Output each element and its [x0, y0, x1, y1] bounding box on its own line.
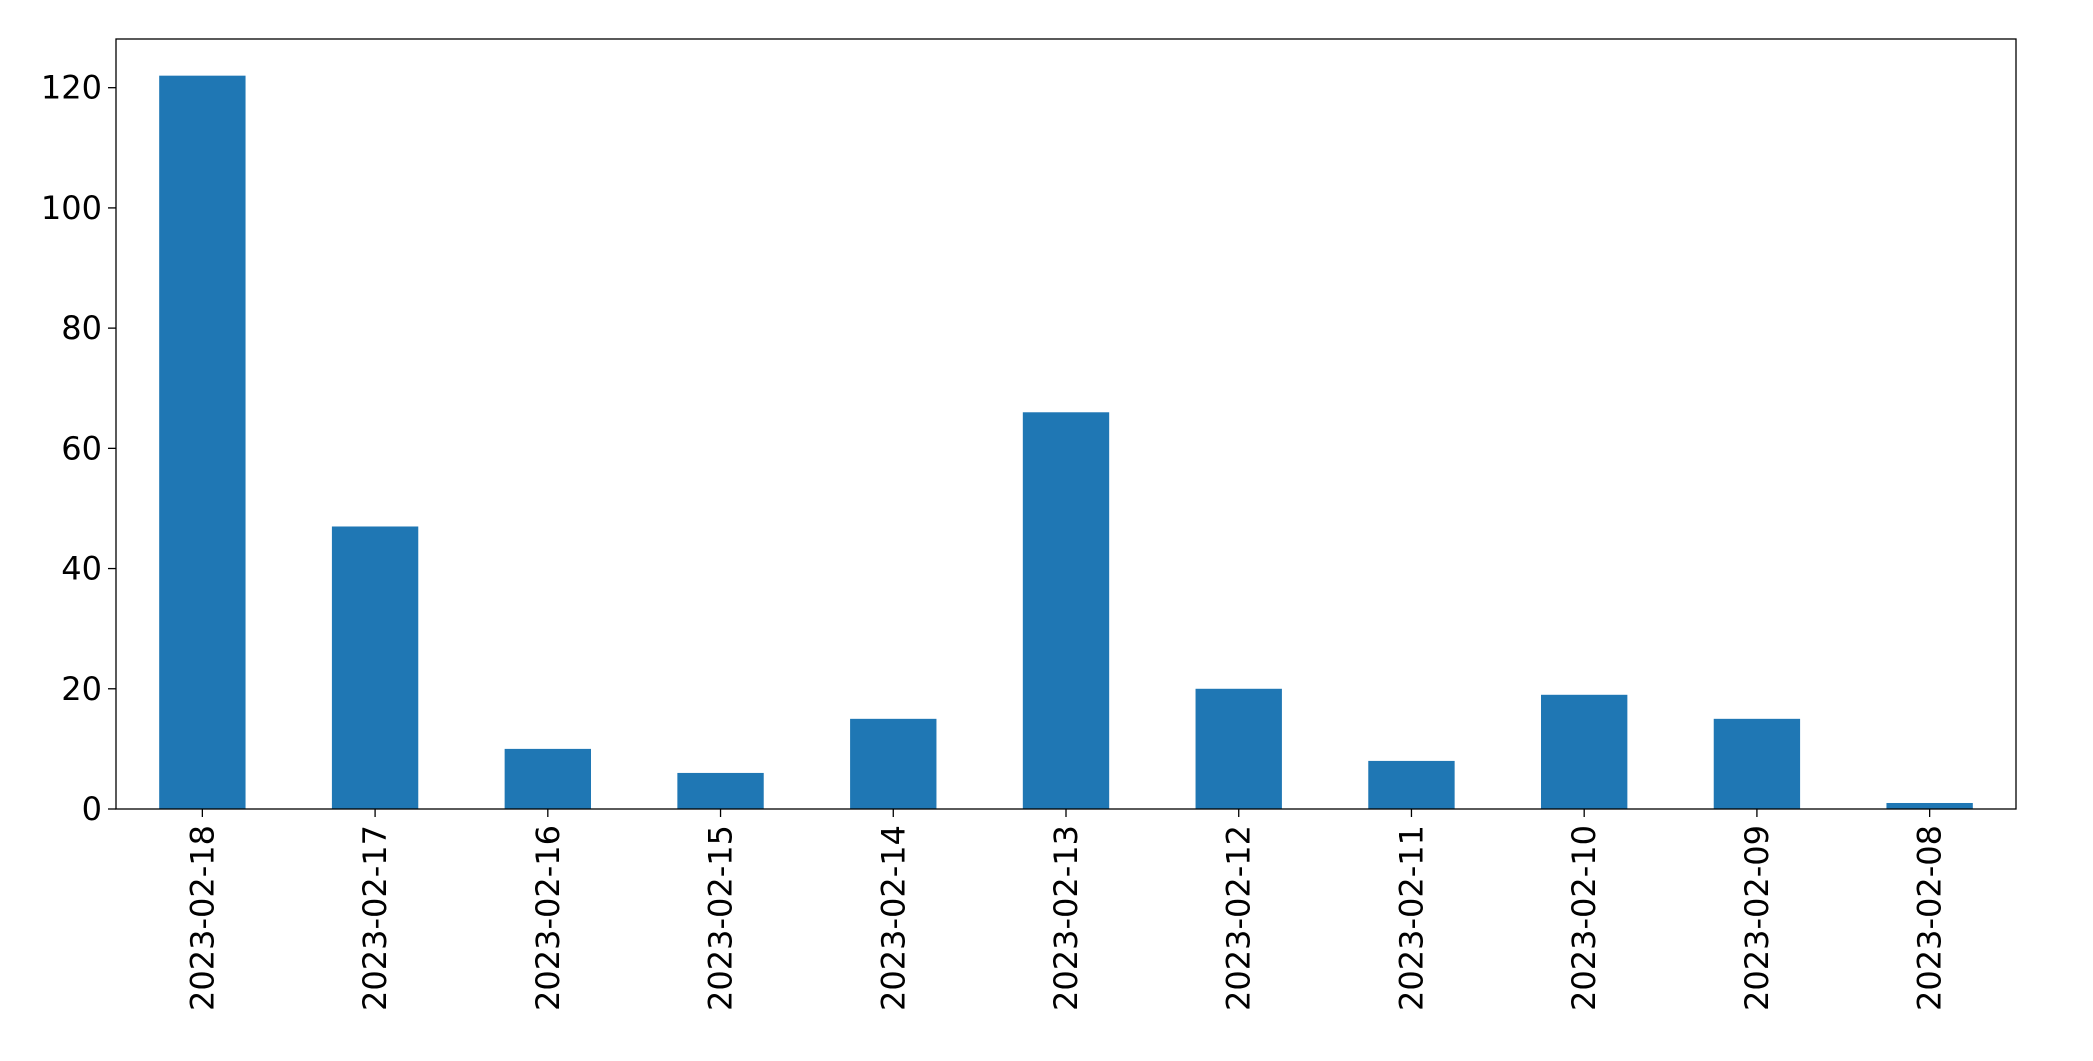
x-tick-label: 2023-02-13	[1047, 825, 1085, 1011]
bar	[1541, 694, 1628, 809]
bar	[1022, 412, 1110, 809]
y-tick-label: 120	[41, 69, 102, 107]
x-tick-label: 2023-02-08	[1911, 825, 1949, 1011]
y-tick-label: 40	[61, 550, 102, 588]
bar	[1195, 688, 1282, 809]
bar	[331, 526, 419, 809]
x-tick-label: 2023-02-10	[1565, 825, 1603, 1011]
y-tick-label: 20	[61, 670, 102, 708]
bar	[850, 718, 937, 809]
x-tick-label: 2023-02-15	[702, 825, 740, 1011]
plot-frame	[115, 38, 2017, 810]
x-tick-label: 2023-02-12	[1220, 825, 1258, 1011]
x-tick-label: 2023-02-14	[874, 825, 912, 1011]
bar	[1886, 802, 1973, 809]
bar	[1368, 760, 1455, 809]
x-tick-label: 2023-02-09	[1738, 825, 1776, 1011]
bar	[677, 772, 764, 809]
y-tick-label: 100	[41, 189, 102, 227]
y-tick-label: 60	[61, 429, 102, 467]
x-tick-label: 2023-02-16	[529, 825, 567, 1011]
y-tick-label: 0	[82, 790, 102, 828]
x-tick-label: 2023-02-11	[1392, 825, 1430, 1011]
x-tick-label: 2023-02-18	[183, 825, 221, 1011]
bar	[159, 75, 246, 809]
bar	[1713, 718, 1801, 809]
y-tick-label: 80	[61, 309, 102, 347]
x-tick-label: 2023-02-17	[356, 825, 394, 1011]
bar	[504, 748, 591, 809]
